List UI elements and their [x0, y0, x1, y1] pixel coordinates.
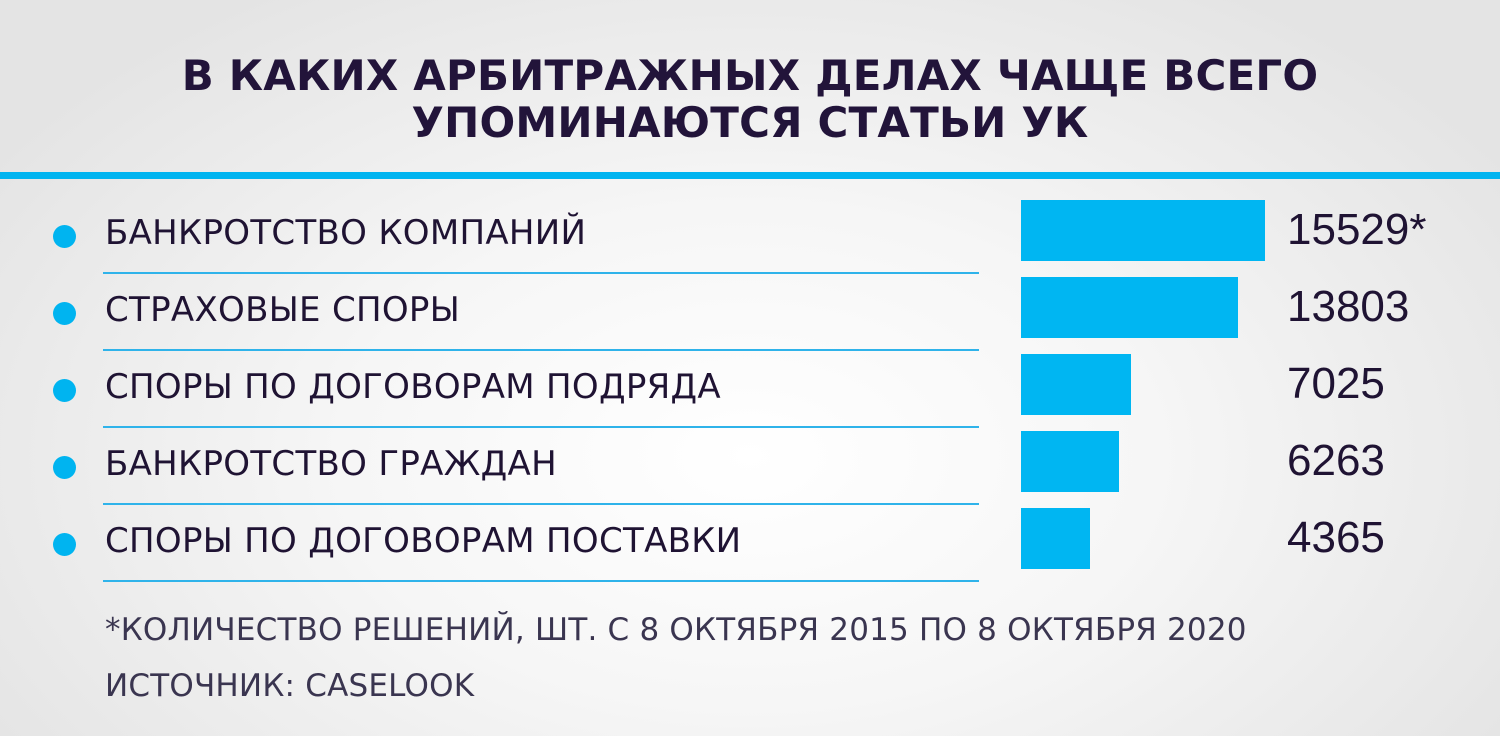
bullet-dot [53, 302, 76, 325]
row-underline [103, 272, 979, 274]
chart-title: В КАКИХ АРБИТРАЖНЫХ ДЕЛАХ ЧАЩЕ ВСЕГО УПО… [0, 52, 1500, 146]
value-label: 6263 [1287, 436, 1385, 485]
value-label: 4365 [1287, 513, 1385, 562]
bar [1021, 508, 1090, 569]
bar [1021, 431, 1119, 492]
row-underline [103, 580, 979, 582]
value-label: 7025 [1287, 359, 1385, 408]
footnote-text: *КОЛИЧЕСТВО РЕШЕНИЙ, ШТ. С 8 ОКТЯБРЯ 201… [105, 612, 1247, 648]
category-label: СТРАХОВЫЕ СПОРЫ [105, 290, 461, 330]
category-label: СПОРЫ ПО ДОГОВОРАМ ПОДРЯДА [105, 367, 721, 407]
chart-title-line-1: В КАКИХ АРБИТРАЖНЫХ ДЕЛАХ ЧАЩЕ ВСЕГО [181, 51, 1319, 100]
bar [1021, 354, 1131, 415]
category-label: СПОРЫ ПО ДОГОВОРАМ ПОСТАВКИ [105, 521, 742, 561]
title-divider [0, 172, 1500, 179]
value-label: 13803 [1287, 282, 1410, 331]
category-label: БАНКРОТСТВО ГРАЖДАН [105, 444, 557, 484]
category-label: БАНКРОТСТВО КОМПАНИЙ [105, 213, 587, 253]
value-label: 15529* [1287, 205, 1427, 254]
bar [1021, 277, 1238, 338]
bullet-dot [53, 533, 76, 556]
row-underline [103, 349, 979, 351]
chart-row: СПОРЫ ПО ДОГОВОРАМ ПОСТАВКИ 4365 [0, 505, 1500, 582]
row-underline [103, 426, 979, 428]
source-text: ИСТОЧНИК: CASELOOK [105, 668, 475, 704]
bullet-dot [53, 379, 76, 402]
bullet-dot [53, 456, 76, 479]
bullet-dot [53, 225, 76, 248]
chart-row: БАНКРОТСТВО ГРАЖДАН 6263 [0, 428, 1500, 505]
row-underline [103, 503, 979, 505]
chart-row: СПОРЫ ПО ДОГОВОРАМ ПОДРЯДА 7025 [0, 351, 1500, 428]
bar [1021, 200, 1265, 261]
chart-row: СТРАХОВЫЕ СПОРЫ 13803 [0, 274, 1500, 351]
chart-title-line-2: УПОМИНАЮТСЯ СТАТЬИ УК [411, 98, 1089, 147]
chart-row: БАНКРОТСТВО КОМПАНИЙ 15529* [0, 197, 1500, 274]
